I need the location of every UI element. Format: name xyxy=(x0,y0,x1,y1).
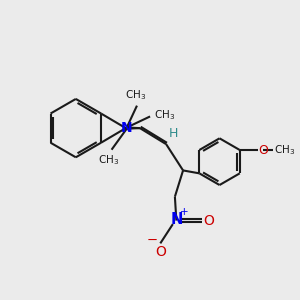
Text: CH$_3$: CH$_3$ xyxy=(274,143,296,157)
Text: O: O xyxy=(258,143,268,157)
Text: +: + xyxy=(180,207,189,218)
Text: O: O xyxy=(203,214,214,228)
Text: H: H xyxy=(169,127,178,140)
Text: CH$_3$: CH$_3$ xyxy=(98,153,119,167)
Text: CH$_3$: CH$_3$ xyxy=(125,88,146,102)
Text: N: N xyxy=(170,212,182,227)
Text: N: N xyxy=(121,121,133,135)
Text: −: − xyxy=(147,234,158,247)
Text: O: O xyxy=(155,244,166,259)
Text: CH$_3$: CH$_3$ xyxy=(154,108,175,122)
